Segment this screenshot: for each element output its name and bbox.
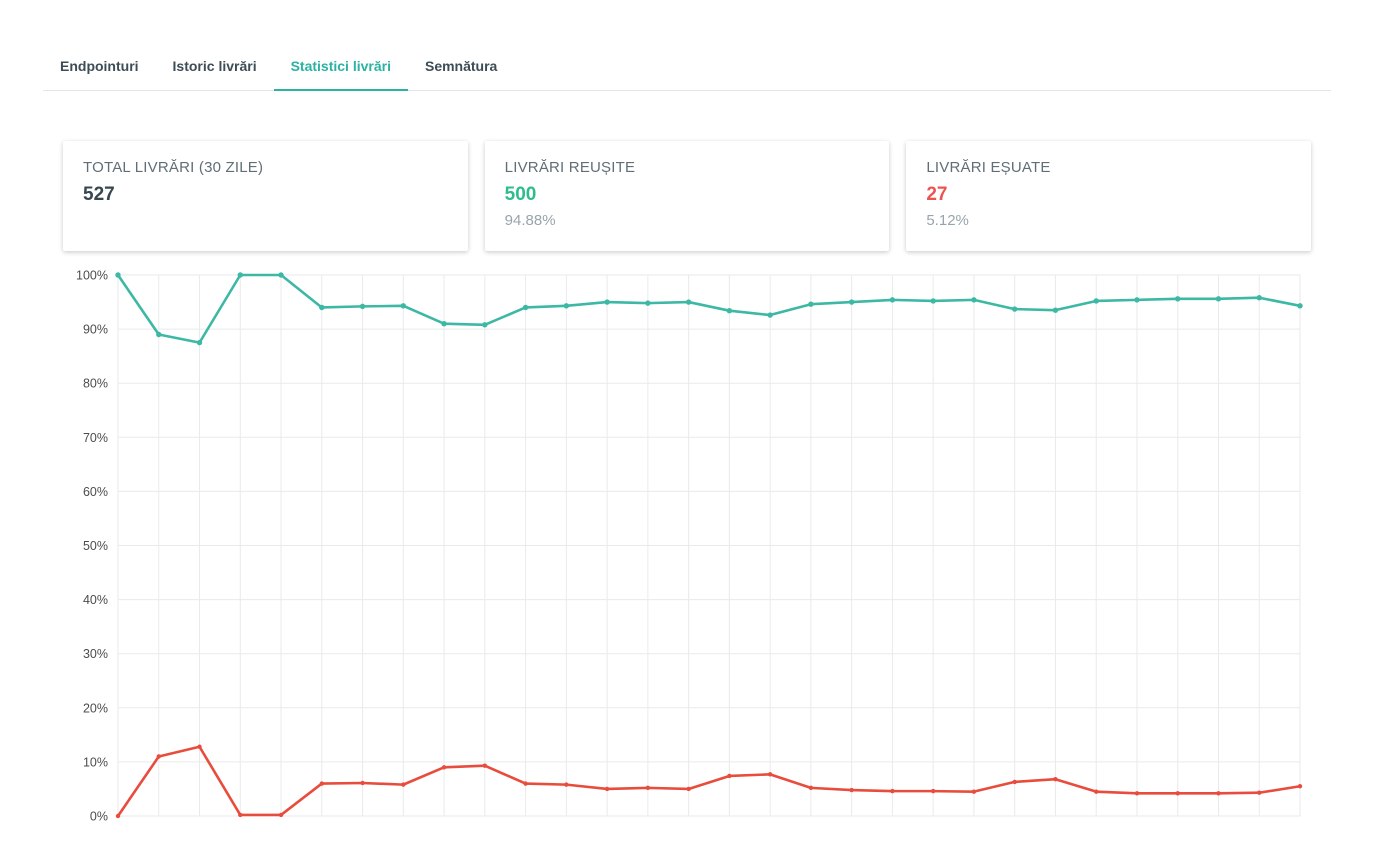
- data-point-marker: [360, 780, 365, 785]
- data-point-marker: [482, 763, 488, 768]
- data-point-marker: [1012, 779, 1017, 784]
- data-point-marker: [1297, 302, 1303, 309]
- card-total-deliveries: TOTAL LIVRĂRI (30 ZILE) 527: [63, 141, 468, 251]
- data-point-marker: [848, 299, 855, 305]
- tab-statistici-livrari[interactable]: Statistici livrări: [273, 48, 408, 91]
- y-axis-tick-label: 70%: [83, 431, 108, 445]
- data-point-marker: [1134, 296, 1140, 303]
- data-point-marker: [1053, 776, 1058, 782]
- data-point-marker: [1297, 783, 1303, 789]
- data-point-marker: [115, 272, 121, 278]
- data-point-marker: [1175, 295, 1181, 302]
- data-point-marker: [1215, 295, 1222, 302]
- data-point-marker: [604, 299, 610, 305]
- y-axis-tick-label: 10%: [83, 755, 108, 769]
- card-failed-percent: 5.12%: [926, 211, 969, 229]
- y-axis-tick-label: 20%: [83, 701, 108, 715]
- y-axis-tick-label: 50%: [83, 539, 108, 553]
- tab-semnatura[interactable]: Semnătura: [408, 48, 514, 91]
- data-point-marker: [1175, 790, 1180, 796]
- y-axis-tick-label: 30%: [83, 647, 108, 661]
- y-axis-tick-label: 100%: [76, 268, 108, 282]
- data-point-marker: [890, 788, 895, 794]
- data-point-marker: [156, 754, 161, 759]
- series-line-failure_rate_percent: [116, 745, 1302, 818]
- data-point-marker: [441, 320, 447, 327]
- card-failed-title: LIVRĂRI EȘUATE: [926, 159, 1051, 176]
- data-point-marker: [971, 296, 977, 303]
- card-successful-deliveries: LIVRĂRI REUȘITE 500 94.88%: [484, 141, 890, 251]
- data-point-marker: [319, 304, 325, 310]
- data-point-marker: [726, 307, 733, 314]
- data-point-marker: [849, 787, 854, 792]
- card-total-title: TOTAL LIVRĂRI (30 ZILE): [83, 159, 264, 176]
- y-axis-tick-label: 40%: [83, 593, 108, 607]
- data-point-marker: [564, 782, 569, 787]
- data-point-marker: [522, 304, 529, 310]
- data-point-marker: [767, 312, 773, 318]
- data-point-marker: [808, 301, 814, 307]
- data-point-marker: [889, 296, 896, 303]
- data-point-marker: [401, 782, 406, 787]
- line-chart-svg: 0% 10% 20% 30% 40% 50% 60% 70% 80% 90% 100%: [76, 268, 1303, 823]
- data-point-marker: [319, 781, 324, 786]
- data-point-marker: [441, 764, 447, 770]
- data-point-marker: [1256, 294, 1262, 301]
- data-point-marker: [359, 303, 366, 309]
- card-failed-deliveries: LIVRĂRI EȘUATE 27 5.12%: [906, 141, 1312, 251]
- data-point-marker: [1216, 790, 1221, 796]
- data-point-marker: [278, 812, 284, 817]
- card-total-value: 527: [83, 184, 115, 205]
- data-point-marker: [278, 272, 284, 278]
- card-success-value: 500: [504, 184, 537, 205]
- data-point-marker: [523, 781, 528, 786]
- data-point-marker: [930, 788, 936, 794]
- data-point-marker: [1093, 298, 1099, 304]
- data-point-marker: [196, 339, 203, 346]
- data-point-marker: [563, 302, 570, 309]
- data-point-marker: [1011, 306, 1018, 312]
- data-point-marker: [156, 331, 162, 337]
- data-point-marker: [238, 812, 243, 817]
- y-axis-tick-label: 0%: [90, 809, 108, 823]
- series-line-success_rate_percent: [116, 273, 1302, 344]
- data-point-marker: [727, 773, 732, 778]
- data-point-marker: [1257, 790, 1262, 795]
- data-point-marker: [645, 300, 651, 306]
- data-point-marker: [1094, 789, 1099, 794]
- data-point-marker: [685, 299, 692, 305]
- data-point-marker: [930, 298, 936, 304]
- card-success-title: LIVRĂRI REUȘITE: [504, 159, 636, 176]
- tab-endpointuri[interactable]: Endpointuri: [43, 48, 156, 91]
- data-point-marker: [115, 813, 121, 818]
- data-point-marker: [400, 302, 407, 309]
- data-point-marker: [645, 785, 651, 790]
- data-point-marker: [237, 272, 243, 278]
- data-point-marker: [197, 744, 202, 749]
- data-point-marker: [686, 786, 691, 791]
- data-point-marker: [767, 771, 773, 777]
- data-point-marker: [808, 785, 814, 790]
- data-point-marker: [1052, 307, 1059, 313]
- y-axis-tick-label: 60%: [83, 485, 108, 499]
- data-point-marker: [482, 321, 488, 328]
- stat-cards: TOTAL LIVRĂRI (30 ZILE) 527 LIVRĂRI REUȘ…: [63, 141, 1312, 251]
- card-failed-value: 27: [926, 184, 948, 205]
- y-axis-tick-label: 90%: [83, 322, 108, 336]
- y-axis-tick-label: 80%: [83, 376, 108, 390]
- delivery-stats-chart: 0% 10% 20% 30% 40% 50% 60% 70% 80% 90% 100%: [0, 265, 1374, 825]
- tabs-bar: Endpointuri Istoric livrări Statistici l…: [43, 48, 1331, 91]
- data-point-marker: [971, 789, 977, 794]
- tab-istoric-livrari[interactable]: Istoric livrări: [156, 48, 274, 91]
- data-point-marker: [604, 786, 610, 791]
- card-success-percent: 94.88%: [504, 211, 556, 229]
- data-point-marker: [1134, 790, 1140, 796]
